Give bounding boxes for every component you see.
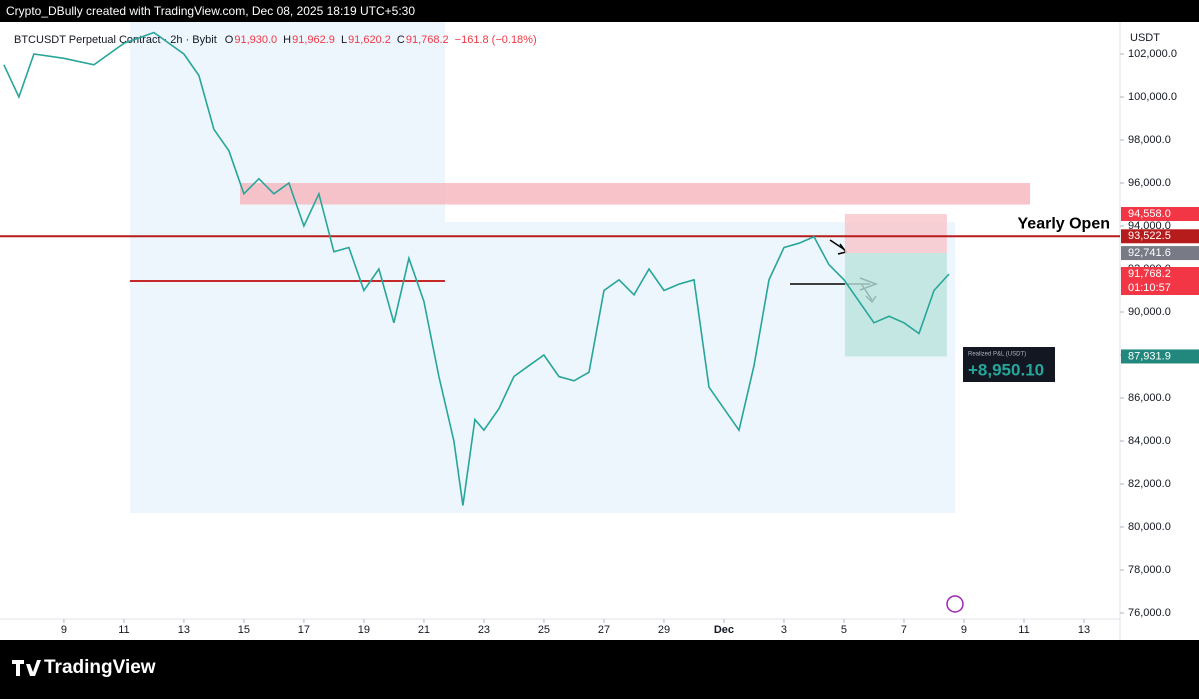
pnl-value: +8,950.10 bbox=[968, 360, 1044, 379]
x-tick-label: 25 bbox=[538, 624, 550, 636]
y-tick-label: 102,000.0 bbox=[1128, 48, 1177, 60]
countdown: 01:10:57 bbox=[1128, 282, 1171, 294]
price-tag-label: 91,768.2 bbox=[1128, 268, 1171, 280]
price-tag-label: 92,741.6 bbox=[1128, 247, 1171, 259]
price-tag-label: 93,522.5 bbox=[1128, 230, 1171, 242]
x-tick-label: 13 bbox=[178, 624, 190, 636]
y-tick-label: 82,000.0 bbox=[1128, 478, 1171, 490]
ohlc-key: H bbox=[283, 34, 291, 46]
x-tick-label: 11 bbox=[118, 624, 129, 636]
logo bbox=[12, 660, 41, 676]
price-line bbox=[3, 31, 950, 506]
change: −161.8 (−0.18%) bbox=[455, 34, 537, 46]
ohlc-value: 91,620.2 bbox=[348, 34, 391, 46]
x-tick-label: 9 bbox=[61, 624, 67, 636]
y-tick-label: 80,000.0 bbox=[1128, 521, 1171, 533]
ohlc-key: L bbox=[341, 34, 347, 46]
symbol: BTCUSDT Perpetual Contract · 2h · Bybit bbox=[14, 34, 217, 46]
pnl-title: Realized P&L (USDT) bbox=[968, 352, 1026, 358]
price-tag bbox=[1121, 266, 1199, 295]
x-tick-label: 27 bbox=[598, 624, 610, 636]
bottom-bar bbox=[0, 640, 1199, 694]
x-tick-label: 13 bbox=[1078, 624, 1090, 636]
ohlc-key: C bbox=[397, 34, 405, 46]
x-tick-label: 3 bbox=[781, 624, 787, 636]
price-tag bbox=[1121, 207, 1199, 222]
pnl-box bbox=[963, 347, 1055, 382]
y-tick-label: 86,000.0 bbox=[1128, 392, 1171, 404]
x-tick-label: 11 bbox=[1018, 624, 1029, 636]
x-tick-label: 15 bbox=[238, 624, 250, 636]
position-risk bbox=[844, 214, 947, 254]
x-tick-label: 19 bbox=[358, 624, 370, 636]
currency: USDT bbox=[1130, 32, 1160, 44]
zone bbox=[240, 183, 1030, 205]
y-tick-label: 84,000.0 bbox=[1128, 435, 1171, 447]
ohlc-key: O bbox=[225, 34, 234, 46]
y-tick-label: 78,000.0 bbox=[1128, 564, 1171, 576]
y-tick-label: 96,000.0 bbox=[1128, 177, 1171, 189]
price-tag-label: 94,558.0 bbox=[1128, 208, 1171, 220]
top-bar bbox=[0, 0, 1199, 22]
ohlc-value: 91,768.2 bbox=[406, 34, 449, 46]
x-tick-label: 9 bbox=[961, 624, 967, 636]
y-tick-label: 100,000.0 bbox=[1128, 91, 1177, 103]
x-tick-label: Dec bbox=[714, 624, 734, 636]
ohlc-value: 91,930.0 bbox=[234, 34, 277, 46]
x-tick-label: 17 bbox=[298, 624, 310, 636]
y-tick-label: 76,000.0 bbox=[1128, 607, 1171, 619]
price-tag bbox=[1121, 349, 1199, 364]
price-tag bbox=[1121, 229, 1199, 244]
y-tick-label: 94,000.0 bbox=[1128, 220, 1171, 232]
y-tick-label: 90,000.0 bbox=[1128, 306, 1171, 318]
x-tick-label: 21 bbox=[418, 624, 430, 636]
price-tag bbox=[1121, 246, 1199, 261]
icon bbox=[946, 595, 964, 613]
y-tick-label: 98,000.0 bbox=[1128, 134, 1171, 146]
x-tick-label: 7 bbox=[901, 624, 907, 636]
x-tick-label: 23 bbox=[478, 624, 490, 636]
level-label: Yearly Open bbox=[1018, 215, 1111, 232]
range-shade bbox=[130, 22, 445, 513]
ohlc-value: 91,962.9 bbox=[292, 34, 335, 46]
x-tick-label: 5 bbox=[841, 624, 847, 636]
credit: Crypto_DBully created with TradingView.c… bbox=[6, 4, 415, 18]
price-tag-label: 87,931.9 bbox=[1128, 350, 1171, 362]
x-tick-label: 29 bbox=[658, 624, 670, 636]
brand: TradingView bbox=[44, 657, 156, 678]
position-reward bbox=[844, 253, 947, 357]
